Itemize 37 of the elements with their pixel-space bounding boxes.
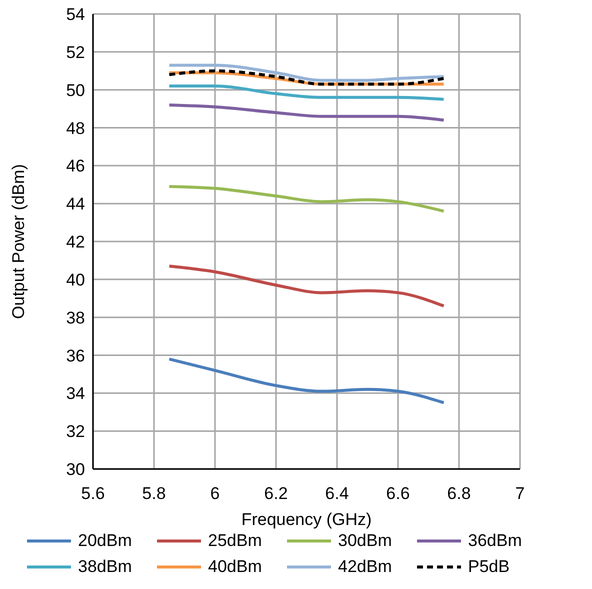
y-tick-label: 52 [66, 42, 85, 62]
line-series [168, 264, 446, 308]
line-series [168, 84, 446, 101]
x-tick-label: 5.8 [142, 484, 166, 504]
x-tick-label: 7 [515, 484, 525, 504]
line-series [168, 104, 446, 122]
legend-label: 36dBm [468, 531, 522, 551]
y-tick-label: 44 [66, 194, 85, 214]
y-tick-label: 30 [66, 460, 85, 480]
legend-label: 42dBm [338, 557, 392, 577]
x-tick-label: 6.4 [325, 484, 349, 504]
x-tick-label: 6.8 [447, 484, 471, 504]
x-axis-title: Frequency (GHz) [241, 510, 372, 529]
y-tick-label: 46 [66, 156, 85, 176]
y-tick-label: 36 [66, 346, 85, 366]
legend-label: 40dBm [208, 557, 262, 577]
x-tick-label: 6.2 [264, 484, 288, 504]
y-tick-label: 48 [66, 118, 85, 138]
x-tick-label: 6 [210, 484, 220, 504]
x-tick-label: 5.6 [81, 484, 105, 504]
legend-label: 20dBm [78, 531, 132, 551]
x-tick-label: 6.6 [386, 484, 410, 504]
y-tick-label: 42 [66, 232, 85, 252]
line-series [168, 64, 446, 82]
line-series [168, 358, 446, 404]
y-tick-label: 54 [66, 5, 85, 24]
legend-label: 25dBm [208, 531, 262, 551]
y-tick-label: 32 [66, 422, 85, 442]
legend-label: P5dB [468, 557, 510, 577]
legend-label: 30dBm [338, 531, 392, 551]
y-tick-label: 40 [66, 270, 85, 290]
legend-label: 38dBm [78, 557, 132, 577]
y-tick-label: 38 [66, 308, 85, 328]
y-tick-label: 50 [66, 80, 85, 100]
y-tick-label: 34 [66, 384, 85, 404]
y-axis-title: Output Power (dBm) [9, 164, 28, 319]
line-series [168, 185, 446, 213]
